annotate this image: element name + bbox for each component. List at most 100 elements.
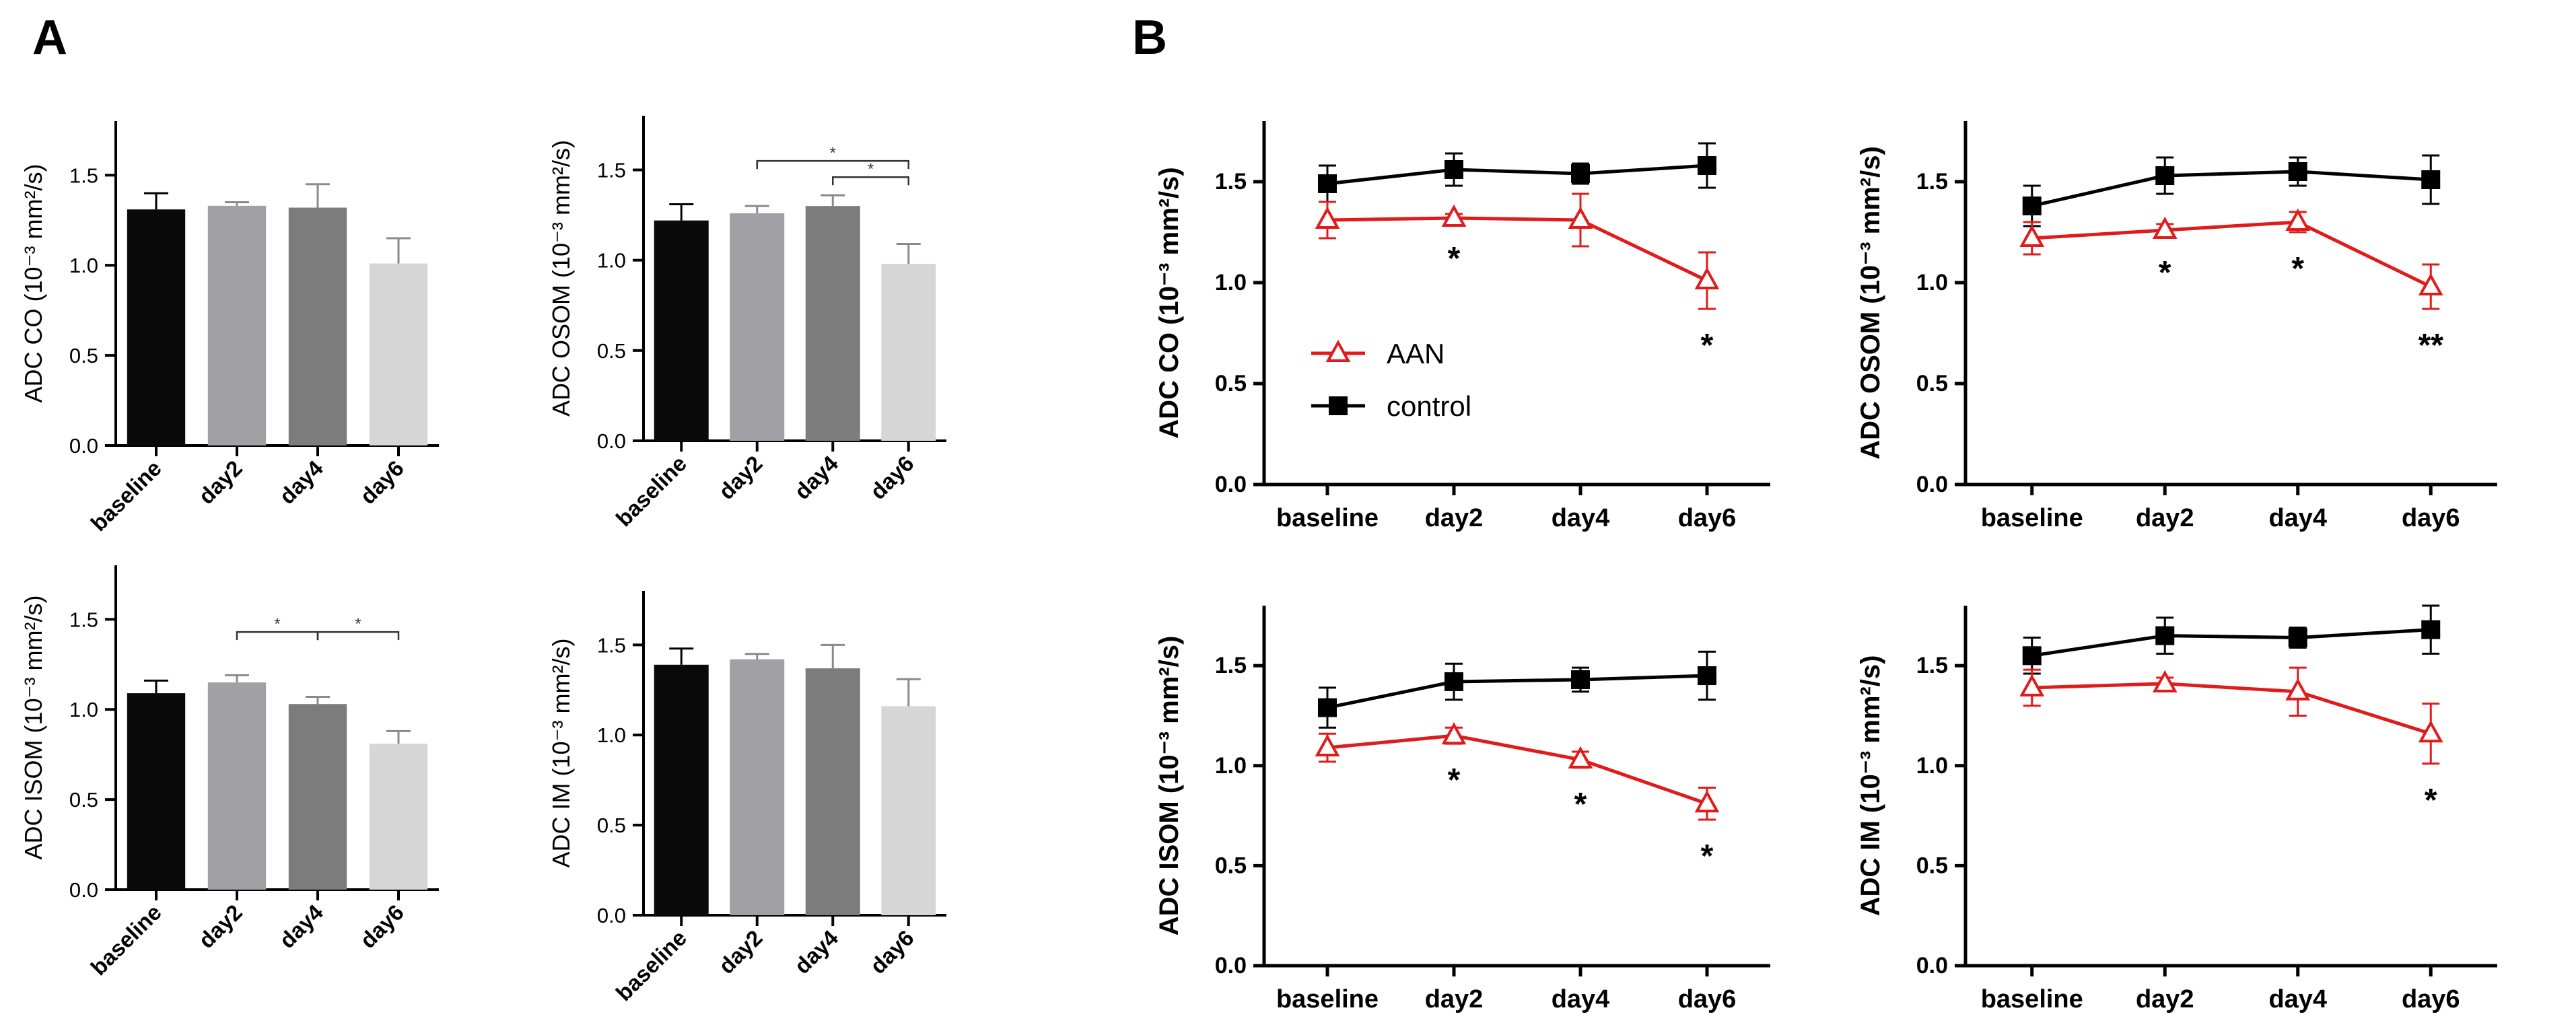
data-point-control — [1444, 672, 1463, 691]
data-point-AAN — [1568, 206, 1593, 229]
significance-bracket — [832, 176, 909, 186]
data-point-control — [2421, 170, 2441, 189]
y-tick-label: 1.0 — [1215, 270, 1247, 295]
x-tick-label: day6 — [2402, 504, 2460, 532]
x-tick-label: day4 — [790, 925, 843, 978]
data-point-AAN — [2418, 720, 2443, 743]
x-tick-label: day4 — [1552, 985, 1610, 1013]
significance-star: * — [1701, 328, 1714, 363]
data-point-control — [1318, 698, 1337, 717]
data-point-AAN — [1315, 206, 1340, 229]
bar-day4 — [288, 207, 347, 445]
legend-marker-control — [1329, 396, 1348, 415]
data-point-control — [2421, 620, 2441, 639]
bar-day4 — [288, 704, 347, 890]
y-tick-label: 1.5 — [597, 633, 626, 657]
x-tick-label: baseline — [611, 925, 692, 1006]
y-tick-label: 1.5 — [597, 159, 626, 182]
x-tick-label: baseline — [85, 456, 166, 536]
bar-baseline — [127, 693, 186, 890]
legend-marker-aan — [1325, 339, 1351, 362]
series-line-control — [2031, 628, 2431, 657]
chart-a4: 0.0 0.5 1.0 1.5 ADC IM (10⁻³ mm²/s) baseline d… — [547, 591, 946, 1005]
y-tick-label: 1.0 — [1215, 753, 1247, 779]
legend-label-aan: AAN — [1387, 338, 1444, 369]
y-tick-label: 0.5 — [597, 339, 626, 363]
bar-day2 — [207, 205, 267, 445]
y-tick-label: 1.5 — [69, 164, 98, 187]
x-tick-label: day4 — [2268, 985, 2327, 1013]
significance-star: * — [2425, 783, 2437, 818]
chart-a3: 0.0 0.5 1.0 1.5 ADC ISOM (10⁻³ mm²/s) baselin… — [20, 565, 439, 980]
x-tick-label: baseline — [1981, 504, 2083, 532]
y-tick-label: 1.5 — [69, 608, 98, 631]
significance-label: * — [868, 160, 874, 178]
y-tick-label: 1.5 — [1916, 169, 1948, 194]
significance-star: * — [1448, 762, 1461, 798]
bar-day2 — [207, 682, 267, 890]
data-point-control — [1571, 164, 1590, 183]
x-tick-label: day2 — [2136, 504, 2194, 532]
y-tick-label: 0.5 — [1215, 853, 1247, 878]
series-line-control — [1327, 674, 1708, 710]
series-line-AAN — [1327, 216, 1708, 283]
y-tick-label: 1.5 — [1215, 169, 1247, 194]
panel-label-a: A — [32, 11, 67, 65]
y-tick-label: 1.5 — [1215, 653, 1247, 678]
x-tick-label: day6 — [355, 900, 409, 953]
data-point-AAN — [1315, 734, 1340, 757]
x-tick-label: baseline — [1981, 985, 2083, 1013]
y-tick-label: 1.0 — [597, 249, 626, 273]
y-tick-label: 1.0 — [69, 254, 98, 277]
x-tick-label: baseline — [1276, 985, 1379, 1013]
series-line-AAN — [2031, 682, 2432, 736]
y-tick-label: 0.0 — [1916, 472, 1948, 497]
y-tick-label: 1.5 — [1916, 653, 1948, 678]
x-tick-label: day4 — [790, 450, 843, 504]
y-tick-label: 1.0 — [69, 698, 98, 721]
charts-group: 0.0 0.5 1.0 1.5 ADC CO (10⁻³ mm²/s) baseline d… — [20, 116, 2497, 1013]
data-point-AAN — [2152, 216, 2178, 239]
series-line-AAN — [1327, 734, 1708, 806]
y-tick-label: 1.0 — [597, 723, 626, 747]
x-tick-label: day4 — [275, 455, 328, 509]
y-tick-label: 0.5 — [1916, 853, 1948, 878]
y-tick-label: 0.0 — [69, 434, 98, 458]
data-point-AAN — [2285, 678, 2311, 701]
y-axis-label: ADC CO (10⁻³ mm²/s) — [20, 164, 47, 403]
y-tick-label: 1.0 — [1916, 270, 1948, 295]
data-point-AAN — [2285, 208, 2311, 231]
data-point-control — [2022, 197, 2042, 215]
data-point-control — [2022, 646, 2042, 666]
chart-b4: 0.0 0.5 1.0 1.5 ADC IM (10⁻³ mm²/s) baseline d… — [1856, 604, 2497, 1013]
y-axis-label: ADC OSOM (10⁻³ mm²/s) — [547, 140, 575, 417]
data-point-AAN — [1694, 266, 1720, 289]
chart-b1: 0.0 0.5 1.0 1.5 ADC CO (10⁻³ mm²/s) baseline d… — [1154, 121, 1770, 532]
legend-label-control: control — [1387, 390, 1471, 422]
x-tick-label: day6 — [1678, 985, 1737, 1013]
significance-star: * — [1701, 838, 1714, 874]
y-tick-label: 0.0 — [597, 429, 626, 453]
y-tick-label: 0.0 — [597, 904, 626, 927]
data-point-control — [2288, 628, 2307, 647]
significance-bracket — [756, 159, 909, 170]
series-line-control — [2031, 170, 2431, 208]
significance-star: * — [2291, 251, 2304, 287]
series-line-control — [1327, 164, 1708, 186]
y-tick-label: 0.0 — [1215, 472, 1247, 497]
x-tick-label: day2 — [1425, 504, 1484, 532]
bar-day2 — [730, 213, 785, 441]
chart-b3: 0.0 0.5 1.0 1.5 ADC ISOM (10⁻³ mm²/s) baselin… — [1154, 606, 1770, 1013]
y-tick-label: 0.5 — [69, 788, 98, 812]
significance-bracket — [316, 631, 400, 641]
bar-baseline — [654, 664, 709, 915]
x-tick-label: day2 — [713, 925, 767, 978]
y-axis-label: ADC ISOM (10⁻³ mm²/s) — [1154, 636, 1184, 936]
data-point-control — [1444, 160, 1463, 179]
panel-label-b: B — [1132, 11, 1167, 65]
data-point-AAN — [2152, 670, 2178, 692]
y-tick-label: 0.0 — [1215, 953, 1247, 978]
data-point-control — [2155, 626, 2175, 645]
x-tick-label: day2 — [1425, 985, 1484, 1013]
